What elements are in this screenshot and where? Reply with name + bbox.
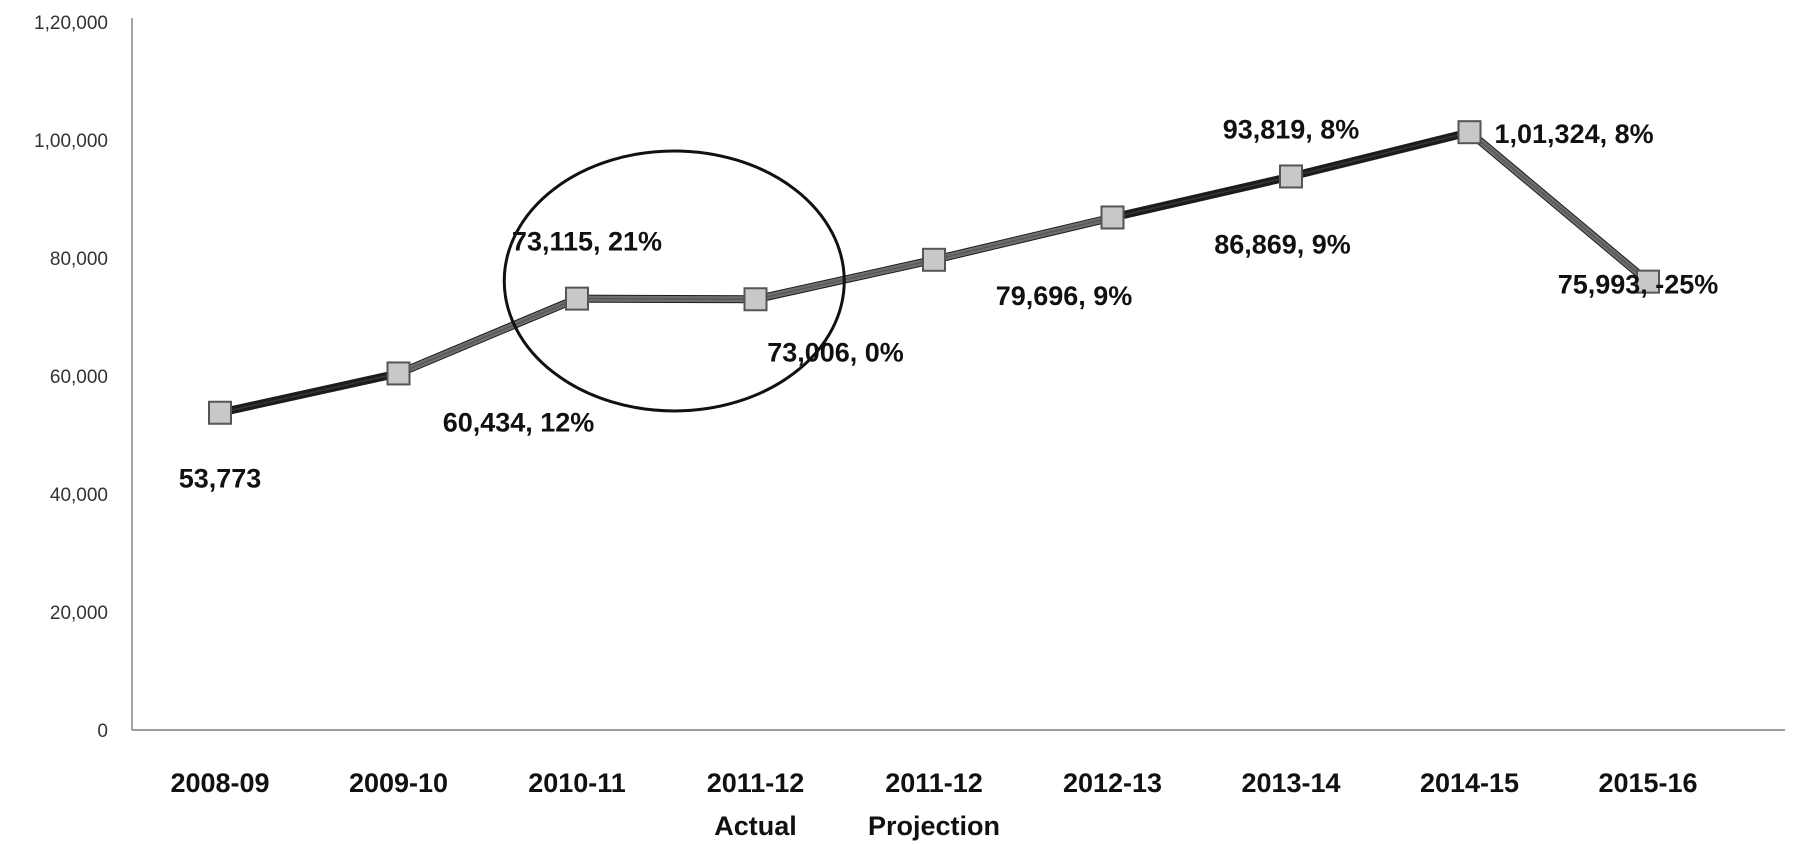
x-tick-label: 2013-14 (1241, 768, 1340, 798)
x-tick-sublabel: Actual (714, 811, 797, 841)
data-label: 73,006, 0% (767, 337, 904, 367)
data-point-marker (565, 286, 589, 311)
data-label: 60,434, 12% (443, 407, 595, 437)
y-tick-label: 80,000 (50, 249, 108, 270)
series-line-core (219, 128, 1651, 417)
x-tick-label: 2015-16 (1598, 768, 1697, 798)
data-label: 75,993, -25% (1558, 270, 1719, 300)
x-tick-sublabel: Projection (868, 811, 1000, 841)
data-label: 79,696, 9% (996, 281, 1133, 311)
data-point-marker (1457, 120, 1482, 145)
data-points (208, 120, 1660, 425)
annotation-ellipse (502, 149, 846, 413)
data-label: 53,773 (179, 464, 262, 494)
y-tick-label: 1,20,000 (34, 13, 108, 34)
data-point-marker (922, 247, 946, 272)
series-line-edge (219, 131, 1649, 414)
data-label: 86,869, 9% (1214, 229, 1351, 259)
x-tick-label: 2009-10 (349, 768, 448, 798)
y-axis: 0 20,000 40,000 60,000 80,000 1,00,000 1,20,00… (34, 13, 133, 742)
x-tick-label: 2011-12 (885, 768, 983, 798)
data-label: 73,115, 21% (512, 227, 662, 257)
data-point-marker (386, 361, 411, 386)
y-tick-label: 20,000 (50, 603, 108, 624)
annotation-layer (502, 149, 846, 413)
x-tick-label: 2010-11 (528, 768, 626, 798)
series-line (219, 128, 1651, 417)
x-tick-label: 2014-15 (1420, 768, 1519, 798)
x-tick-label: 2008-09 (170, 768, 269, 798)
data-point-marker (1279, 164, 1303, 189)
y-tick-label: 40,000 (50, 485, 108, 506)
x-axis: 2008-09 2009-10 2010-11 2011-12 Actual 2011-1… (132, 729, 1785, 841)
data-label: 1,01,324, 8% (1495, 119, 1654, 149)
x-tick-label: 2012-13 (1063, 768, 1162, 798)
y-tick-label: 0 (97, 721, 108, 742)
data-point-marker (743, 287, 768, 312)
data-label: 93,819, 8% (1223, 114, 1360, 144)
data-point-marker (208, 400, 232, 425)
x-tick-label: 2011-12 (707, 768, 805, 798)
data-labels: 53,773 60,434, 12% 73,115, 21% 73,006, 0% 79… (179, 114, 1719, 493)
data-point-marker (1100, 205, 1125, 230)
y-tick-label: 60,000 (50, 367, 108, 388)
data-point-marker (1636, 269, 1660, 294)
y-tick-label: 1,00,000 (34, 131, 108, 152)
